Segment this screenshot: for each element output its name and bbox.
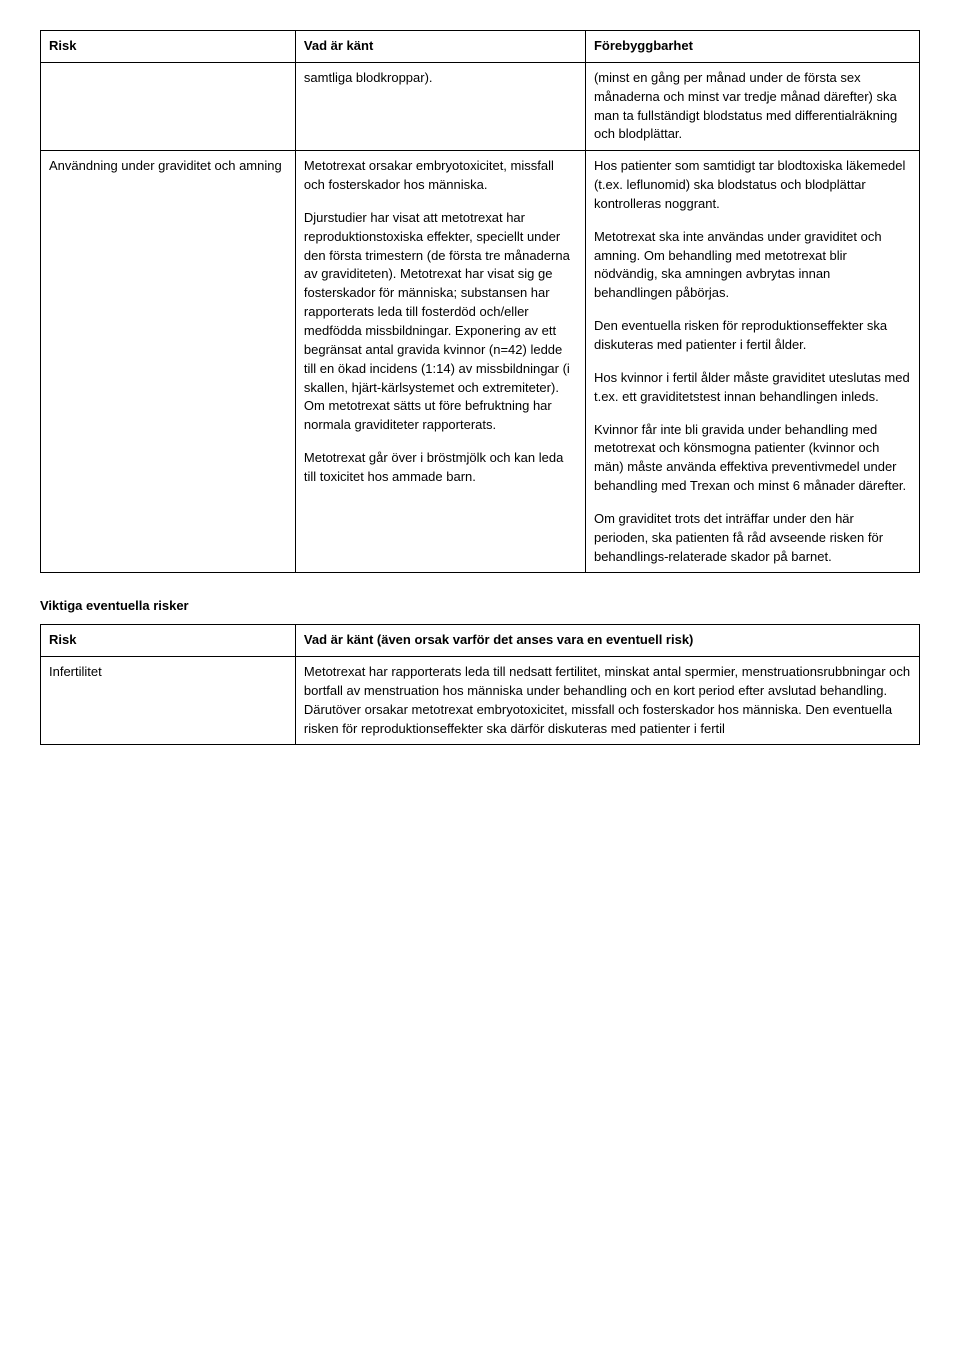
section-heading: Viktiga eventuella risker <box>40 597 920 616</box>
cell-risk: Infertilitet <box>41 657 296 745</box>
table-row: samtliga blodkroppar). (minst en gång pe… <box>41 62 920 150</box>
header-known-reason: Vad är känt (även orsak varför det anses… <box>295 625 919 657</box>
risk-table-1: Risk Vad är känt Förebyggbarhet samtliga… <box>40 30 920 573</box>
cell-prevent: (minst en gång per månad under de första… <box>585 62 919 150</box>
cell-known: Metotrexat orsakar embryotoxicitet, miss… <box>295 151 585 573</box>
paragraph: Metotrexat går över i bröstmjölk och kan… <box>304 449 577 487</box>
risk-table-2: Risk Vad är känt (även orsak varför det … <box>40 624 920 745</box>
paragraph: Den eventuella risken för reproduktionse… <box>594 317 911 355</box>
paragraph: Metotrexat orsakar embryotoxicitet, miss… <box>304 157 577 195</box>
paragraph: Hos kvinnor i fertil ålder måste gravidi… <box>594 369 911 407</box>
paragraph: Hos patienter som samtidigt tar blodtoxi… <box>594 157 911 214</box>
header-known: Vad är känt <box>295 31 585 63</box>
table-header-row: Risk Vad är känt (även orsak varför det … <box>41 625 920 657</box>
cell-risk: Användning under graviditet och amning <box>41 151 296 573</box>
table-header-row: Risk Vad är känt Förebyggbarhet <box>41 31 920 63</box>
header-prevent: Förebyggbarhet <box>585 31 919 63</box>
table-row: Infertilitet Metotrexat har rapporterats… <box>41 657 920 745</box>
header-risk: Risk <box>41 625 296 657</box>
header-risk: Risk <box>41 31 296 63</box>
paragraph: Djurstudier har visat att metotrexat har… <box>304 209 577 435</box>
cell-known: Metotrexat har rapporterats leda till ne… <box>295 657 919 745</box>
paragraph: Om graviditet trots det inträffar under … <box>594 510 911 567</box>
paragraph: Metotrexat ska inte användas under gravi… <box>594 228 911 303</box>
table-row: Användning under graviditet och amning M… <box>41 151 920 573</box>
paragraph: Kvinnor får inte bli gravida under behan… <box>594 421 911 496</box>
cell-risk <box>41 62 296 150</box>
cell-known: samtliga blodkroppar). <box>295 62 585 150</box>
cell-prevent: Hos patienter som samtidigt tar blodtoxi… <box>585 151 919 573</box>
